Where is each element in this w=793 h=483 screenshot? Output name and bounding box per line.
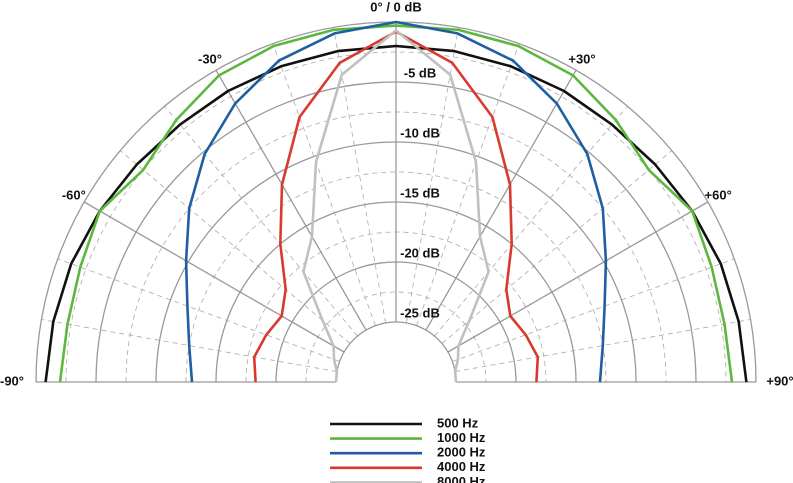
theta-tick-label: -60° [62, 187, 86, 202]
r-tick-label: -25 dB [400, 305, 440, 320]
minor-radial [455, 319, 751, 372]
r-tick-label: -10 dB [400, 125, 440, 140]
theta-tick-label: 0° / 0 dB [370, 0, 421, 14]
theta-tick-label: -30° [198, 51, 222, 66]
theta-tick-label: +60° [705, 187, 732, 202]
legend-label: 2000 Hz [437, 445, 486, 460]
minor-radial [272, 43, 376, 326]
r-tick-label: -5 dB [404, 65, 437, 80]
grid-radial [83, 201, 345, 353]
minor-radial [333, 27, 386, 323]
minor-radial [441, 150, 673, 344]
minor-radial [57, 258, 340, 362]
theta-tick-label: +30° [568, 51, 595, 66]
theta-tick-label: +90° [766, 373, 793, 388]
minor-radial [416, 43, 520, 326]
minor-ring [65, 51, 727, 383]
minor-radial [406, 27, 459, 323]
grid-ring [335, 321, 457, 383]
legend-label: 500 Hz [437, 415, 479, 430]
minor-radial [452, 258, 735, 362]
grid-radial [425, 69, 577, 331]
theta-tick-label: -90° [0, 373, 24, 388]
minor-radial [434, 105, 628, 337]
minor-ring [185, 171, 607, 383]
grid-radial [215, 69, 367, 331]
series-line [58, 24, 734, 383]
legend-label: 8000 Hz [437, 474, 486, 483]
minor-radial [119, 150, 351, 344]
legend-label: 4000 Hz [437, 459, 486, 474]
r-tick-label: -15 dB [400, 185, 440, 200]
legend-label: 1000 Hz [437, 430, 486, 445]
series-line [184, 20, 608, 383]
grid-radial [447, 201, 709, 353]
minor-radial [41, 319, 337, 372]
r-tick-label: -20 dB [400, 245, 440, 260]
series-line [302, 29, 490, 383]
minor-radial [164, 105, 358, 337]
